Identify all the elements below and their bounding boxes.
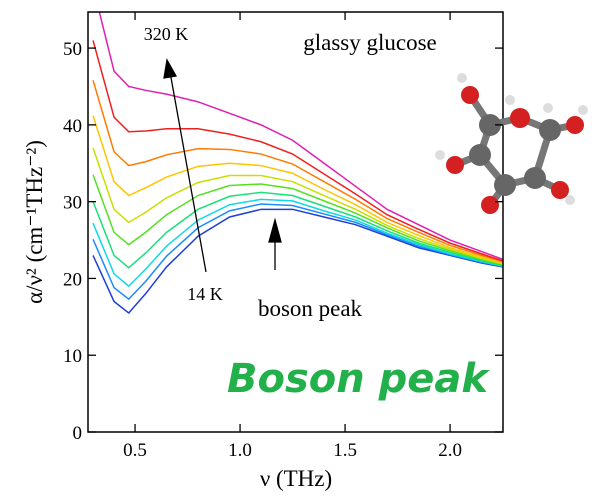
y-axis-label: α/ν² (cm⁻¹THz⁻²): [22, 140, 47, 304]
molecule: [435, 73, 588, 214]
y-tick-label: 20: [63, 269, 82, 290]
x-axis-label: ν (THz): [260, 466, 332, 491]
y-tick-label: 50: [63, 39, 82, 60]
annotation: boson peak: [258, 296, 363, 321]
annotation: glassy glucose: [303, 30, 437, 55]
y-tick-label: 10: [63, 346, 82, 367]
series-line: [93, 199, 503, 286]
series-line: [93, 80, 503, 261]
x-tick-label: 1.0: [228, 440, 252, 461]
y-tick-label: 40: [63, 116, 82, 137]
x-tick-label: 1.5: [333, 440, 357, 461]
series-line: [93, 148, 503, 264]
x-tick-label: 0.5: [123, 440, 147, 461]
annotation: 320 K: [144, 24, 189, 44]
y-tick-label: 0: [73, 423, 83, 444]
chart: 320 K 14 K glassy glucose boson peak Bos…: [0, 0, 592, 494]
annotation: 14 K: [187, 284, 223, 304]
y-tick-label: 30: [63, 193, 82, 214]
annotation: Boson peak: [227, 356, 490, 402]
series-line: [93, 192, 503, 267]
x-tick-label: 2.0: [438, 440, 462, 461]
